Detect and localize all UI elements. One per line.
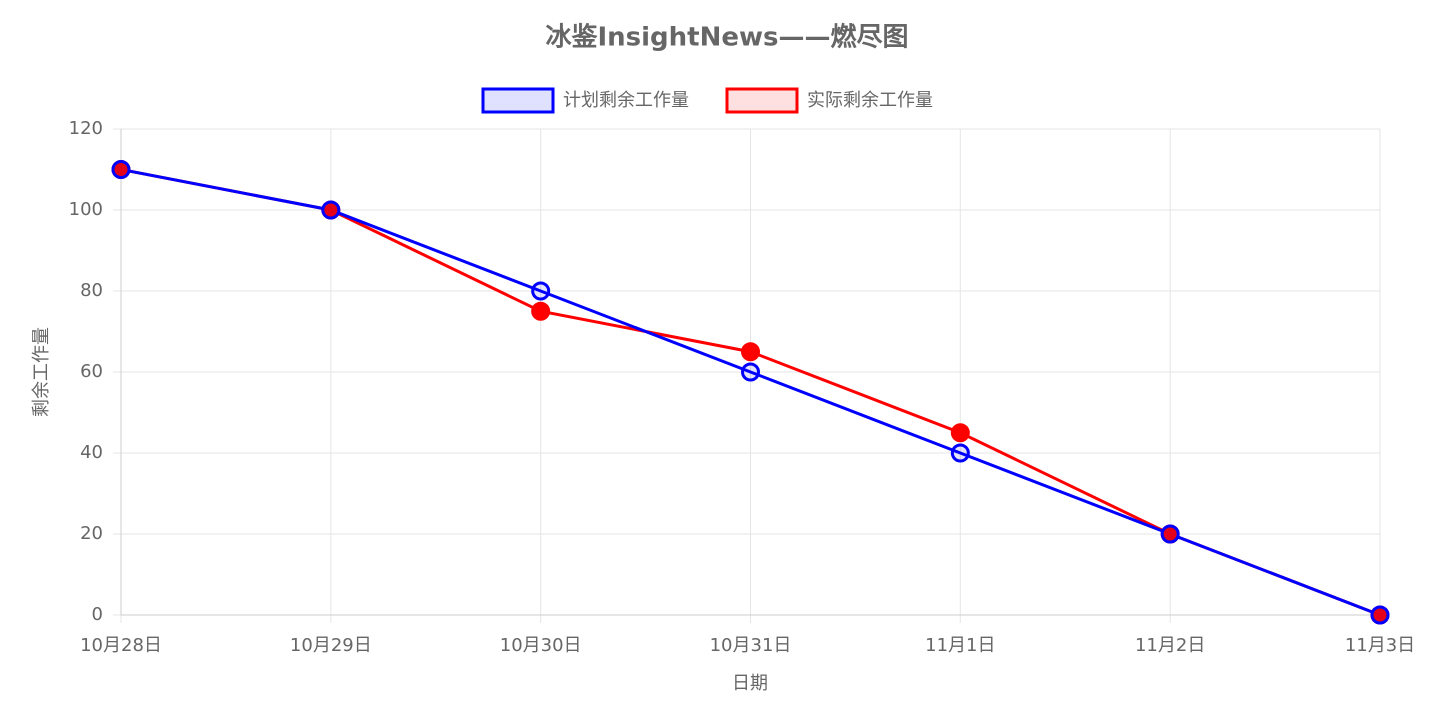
y-tick-label: 20 bbox=[80, 523, 103, 544]
data-point bbox=[1160, 524, 1180, 544]
data-point bbox=[111, 160, 131, 179]
y-tick-label: 0 bbox=[92, 604, 103, 625]
data-point bbox=[950, 443, 970, 463]
x-tick-label: 11月2日 bbox=[1135, 635, 1205, 656]
x-tick-label: 10月29日 bbox=[290, 635, 372, 656]
x-tick-label: 10月30日 bbox=[500, 635, 582, 656]
data-point bbox=[741, 362, 760, 382]
data-point bbox=[950, 423, 970, 443]
x-axis-label: 日期 bbox=[732, 673, 768, 694]
x-tick-label: 11月3日 bbox=[1345, 635, 1415, 656]
y-axis-label: 剩余工作量 bbox=[31, 327, 52, 417]
y-tick-label: 40 bbox=[80, 442, 103, 463]
data-point bbox=[531, 281, 551, 301]
data-point bbox=[321, 200, 341, 220]
y-tick-label: 60 bbox=[80, 361, 103, 382]
y-tick-label: 80 bbox=[80, 280, 103, 301]
chart-title: 冰鉴InsightNews——燃尽图 bbox=[545, 23, 908, 53]
legend-swatch bbox=[725, 87, 799, 114]
data-point bbox=[1370, 605, 1390, 625]
legend-swatch bbox=[481, 87, 555, 114]
y-tick-label: 100 bbox=[69, 199, 103, 220]
data-point bbox=[531, 301, 551, 321]
x-tick-label: 10月31日 bbox=[710, 635, 792, 656]
x-tick-label: 10月28日 bbox=[80, 635, 162, 656]
data-point bbox=[741, 342, 760, 362]
legend-label: 实际剩余工作量 bbox=[807, 90, 933, 111]
x-tick-label: 11月1日 bbox=[925, 635, 995, 656]
legend-label: 计划剩余工作量 bbox=[563, 90, 689, 111]
y-tick-label: 120 bbox=[69, 118, 103, 139]
